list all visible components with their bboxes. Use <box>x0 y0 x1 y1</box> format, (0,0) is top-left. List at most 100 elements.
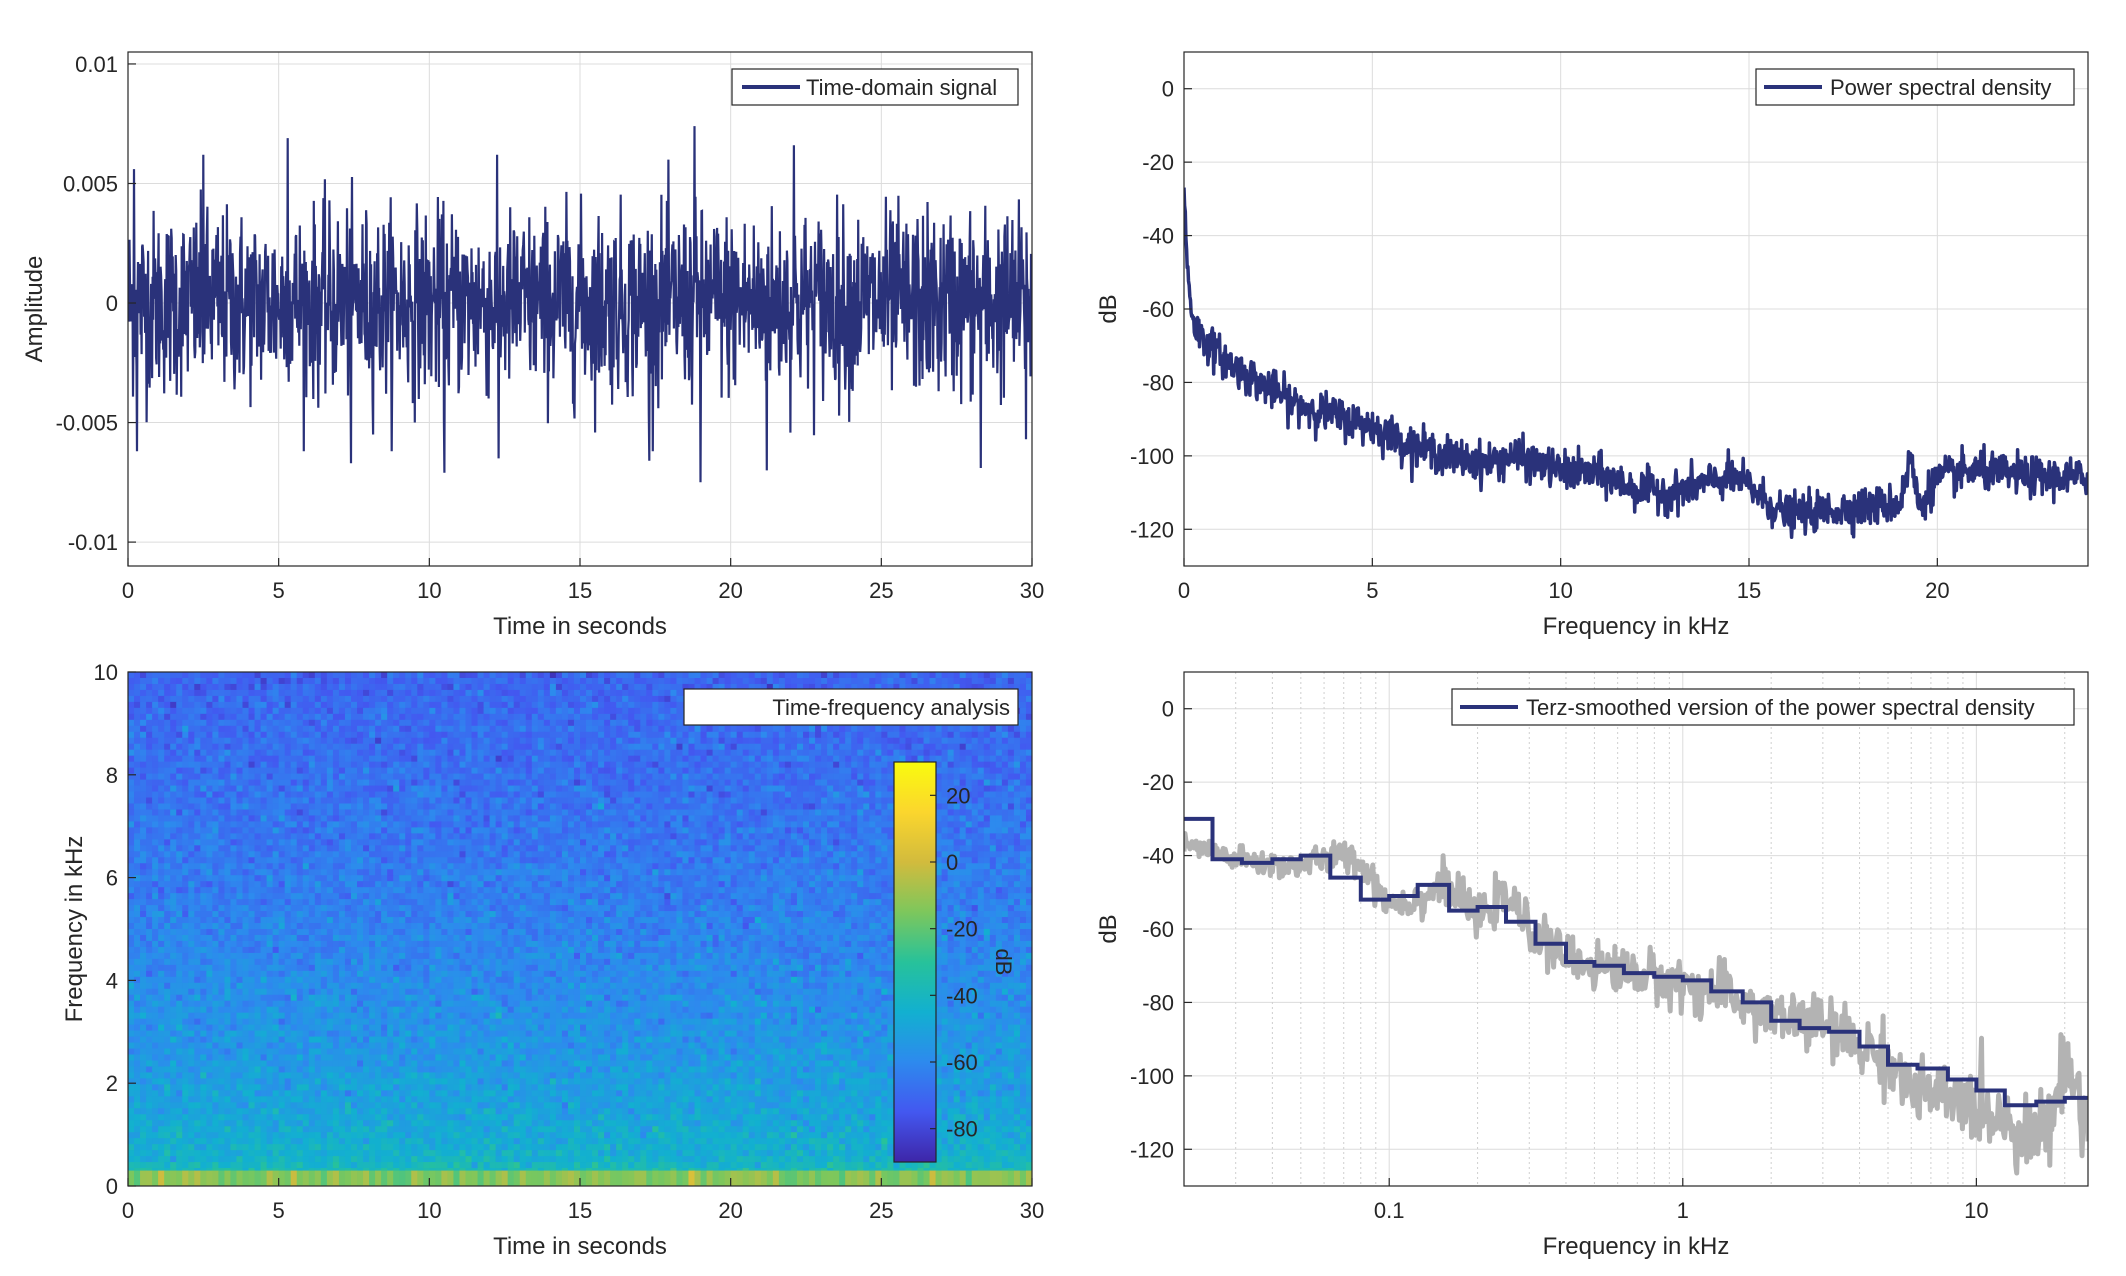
heatmap-cell <box>748 827 756 834</box>
heatmap-cell <box>483 851 491 858</box>
heatmap-cell <box>266 749 274 757</box>
y-tick-label: -40 <box>1142 224 1174 249</box>
heatmap-cell <box>718 677 726 685</box>
heatmap-cell <box>182 851 189 858</box>
heatmap-cell <box>730 767 738 775</box>
heatmap-cell <box>471 755 479 763</box>
heatmap-cell <box>206 725 213 733</box>
heatmap-cell <box>778 785 786 793</box>
heatmap-cell <box>423 695 430 703</box>
heatmap-cell <box>700 785 708 793</box>
heatmap-cell <box>827 749 834 757</box>
heatmap-cell <box>555 707 563 715</box>
heatmap-cell <box>453 677 461 685</box>
heatmap-cell <box>664 713 671 721</box>
heatmap-cell <box>622 833 629 840</box>
heatmap-cell <box>863 803 870 811</box>
heatmap-cell <box>760 779 768 787</box>
heatmap-cell <box>158 737 165 745</box>
heatmap-cell <box>393 672 400 679</box>
heatmap-cell <box>441 677 449 685</box>
heatmap-cell <box>489 719 497 727</box>
heatmap-cell <box>887 773 894 781</box>
heatmap-cell <box>796 827 804 834</box>
heatmap-cell <box>230 761 238 769</box>
heatmap-cell <box>965 761 973 769</box>
heatmap-cell <box>242 863 250 870</box>
heatmap-cell <box>158 803 165 811</box>
heatmap-cell <box>393 785 400 793</box>
heatmap-cell <box>754 833 762 840</box>
heatmap-cell <box>387 737 394 745</box>
heatmap-cell <box>134 677 141 685</box>
heatmap-cell <box>839 755 846 763</box>
heatmap-cell <box>344 773 352 781</box>
heatmap-cell <box>941 683 949 691</box>
heatmap-cell <box>694 791 702 799</box>
heatmap-cell <box>809 833 816 840</box>
heatmap-cell <box>194 803 201 811</box>
heatmap-cell <box>357 863 364 870</box>
heatmap-cell <box>537 779 545 787</box>
heatmap-cell <box>423 809 430 817</box>
heatmap-cell <box>230 863 238 870</box>
heatmap-cell <box>881 725 888 733</box>
heatmap-cell <box>887 845 894 852</box>
heatmap-cell <box>670 761 678 769</box>
heatmap-cell <box>290 773 298 781</box>
heatmap-cell <box>580 809 587 817</box>
heatmap-cell <box>344 743 352 751</box>
heatmap-cell <box>224 719 232 727</box>
heatmap-cell <box>435 743 442 751</box>
heatmap-cell <box>652 851 659 858</box>
heatmap-cell <box>405 731 412 739</box>
heatmap-cell <box>658 809 665 817</box>
heatmap-cell <box>375 743 382 751</box>
heatmap-cell <box>381 785 388 793</box>
heatmap-cell <box>399 821 406 828</box>
heatmap-cell <box>766 779 774 787</box>
heatmap-cell <box>483 767 491 775</box>
heatmap-cell <box>730 743 738 751</box>
heatmap-cell <box>284 797 292 805</box>
heatmap-cell <box>525 677 533 685</box>
heatmap-cell <box>375 839 382 846</box>
heatmap-cell <box>724 737 732 745</box>
heatmap-cell <box>200 779 207 787</box>
heatmap-cell <box>652 755 659 763</box>
heatmap-cell <box>887 833 894 840</box>
heatmap-cell <box>730 761 738 769</box>
heatmap-cell <box>471 695 479 703</box>
heatmap-cell <box>429 707 436 715</box>
heatmap-cell <box>965 827 973 834</box>
heatmap-cell <box>549 797 557 805</box>
heatmap-cell <box>586 719 593 727</box>
heatmap-cell <box>290 815 298 823</box>
heatmap-cell <box>670 677 678 685</box>
heatmap-cell <box>363 797 370 805</box>
heatmap-cell <box>977 845 985 852</box>
heatmap-cell <box>658 851 665 858</box>
heatmap-cell <box>670 863 678 870</box>
heatmap-cell <box>586 773 593 781</box>
heatmap-cell <box>338 713 346 721</box>
heatmap-cell <box>748 785 756 793</box>
heatmap-cell <box>441 689 449 697</box>
heatmap-cell <box>531 839 539 846</box>
heatmap-cell <box>459 683 467 691</box>
heatmap-cell <box>616 713 623 721</box>
heatmap-cell <box>405 683 412 691</box>
heatmap-cell <box>164 761 171 769</box>
heatmap-cell <box>592 767 599 775</box>
heatmap-cell <box>158 701 165 709</box>
heatmap-cell <box>519 863 527 870</box>
heatmap-cell <box>399 749 406 757</box>
heatmap-cell <box>604 731 611 739</box>
heatmap-cell <box>971 785 979 793</box>
heatmap-cell <box>766 773 774 781</box>
heatmap-cell <box>350 677 358 685</box>
heatmap-cell <box>790 821 798 828</box>
heatmap-cell <box>188 689 195 697</box>
heatmap-cell <box>754 737 762 745</box>
